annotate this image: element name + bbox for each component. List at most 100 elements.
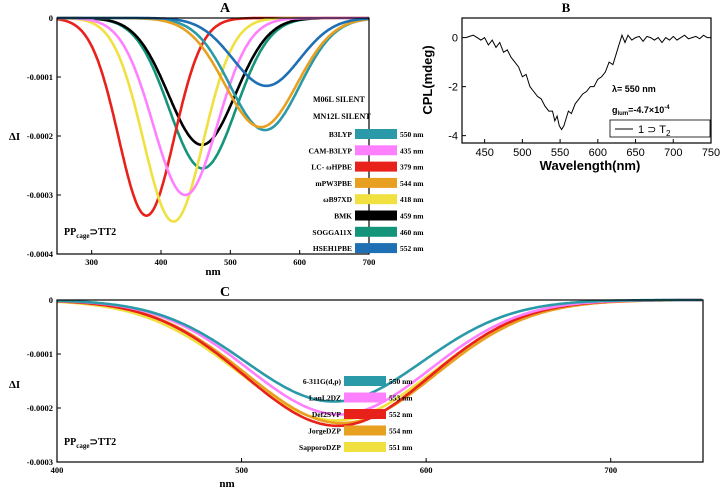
legend-name: CAM-B3LYP [309, 146, 353, 155]
glum-main: g [612, 105, 618, 115]
panel-a: A 300 400 500 600 700 0 -0.0001 -0.0002 -0.0003 -… [9, 1, 424, 278]
legend-name: JorgeDZP [308, 427, 341, 436]
legend-swatch [344, 442, 386, 452]
legend-swatch [355, 243, 397, 254]
legend-swatch [344, 392, 386, 403]
legend-peak-label: 552 nm [400, 244, 424, 253]
legend-peak-label: 552 nm [389, 410, 413, 419]
panel-b-curves [465, 33, 711, 131]
panel-c-ylabel: ΔI [9, 379, 20, 391]
panel-a-title: A [220, 1, 231, 16]
legend-peak-label: 460 nm [400, 228, 424, 237]
a-ytick-label: -0.0001 [27, 72, 53, 82]
legend-name: BMK [334, 212, 352, 221]
legend-name: HSEH1PBE [313, 244, 352, 253]
a-ytick-label: -0.0004 [27, 249, 54, 259]
a-ytick-label: -0.0002 [27, 131, 53, 141]
panel-b-xlabel: Wavelength(nm) [540, 158, 641, 173]
panel-b-ylabel: CPL(mdeg) [420, 45, 435, 114]
legend-peak-label: 554 nm [389, 427, 413, 436]
a-xtick-label: 700 [363, 257, 376, 267]
a-xtick-label: 500 [224, 257, 237, 267]
c-ytick-label: 0 [49, 295, 53, 305]
b-xtick-label: 450 [475, 147, 493, 159]
silent-note-mn12l: MN12L SILENT [313, 112, 371, 121]
b-xtick-label: 500 [513, 147, 531, 159]
c-xtick-label: 600 [420, 465, 433, 475]
panel-c-legend: 6-311G(d,p) 550 nm LanL2DZ 553 nm Def2SVP 552… [299, 376, 413, 452]
legend-name: B3LYP [329, 130, 352, 139]
legend-peak-label: 553 nm [389, 394, 413, 403]
a-ytick-label: -0.0003 [27, 190, 53, 200]
legend-name: SapporoDZP [299, 443, 341, 452]
glum-exp: -4 [664, 105, 670, 111]
panel-a-annotation-main: PP [64, 227, 76, 238]
legend-peak-label: 544 nm [400, 179, 424, 188]
legend-swatch [344, 425, 386, 436]
panel-a-xlabel: nm [205, 266, 220, 278]
panel-b-frame [461, 17, 712, 144]
b-ytick-label: -2 [448, 81, 458, 93]
panel-b: B 450 500 550 600 650 700 750 0 -2 -4 CPL(mdeg) W… [420, 0, 720, 173]
panel-a-ylabel: ΔI [9, 131, 20, 143]
glum-value: =-4.7×10 [628, 105, 664, 115]
panel-c-xlabel: nm [219, 478, 234, 490]
panel-b-legend: 1 ⊃ T2 [609, 119, 711, 138]
panel-b-title: B [562, 0, 571, 15]
panel-a-axes: 300 400 500 600 700 0 -0.0001 -0.0002 -0.0003 -0.… [27, 13, 376, 267]
panel-a-annotation-rest: ⊃TT2 [89, 227, 116, 238]
silent-note-m06l: M06L SILENT [313, 95, 365, 104]
legend-peak-label: 418 nm [400, 195, 424, 204]
a-ytick-label: 0 [49, 13, 53, 23]
panel-c-annotation-rest: ⊃TT2 [89, 437, 116, 448]
legend-swatch [355, 161, 397, 172]
panel-c-annotation: PPcage⊃TT2 [64, 437, 116, 450]
c-ytick-label: -0.0003 [27, 457, 53, 467]
a-xtick-label: 600 [293, 257, 306, 267]
legend-name: ωB97XD [323, 195, 352, 204]
b-xtick-label: 750 [702, 147, 720, 159]
c-ytick-label: -0.0002 [27, 403, 53, 413]
legend-peak-label: 551 nm [389, 443, 413, 452]
glum-sub: lum [618, 111, 629, 117]
panel-c-annotation-main: PP [64, 437, 76, 448]
panel-b-legend-text: 1 ⊃ T [638, 124, 666, 136]
panel-a-annotation-sub: cage [76, 232, 89, 240]
legend-swatch [344, 409, 386, 419]
b-ytick-label: 0 [452, 32, 458, 44]
legend-swatch [355, 226, 397, 237]
panel-b-legend-label: 1 ⊃ T2 [638, 124, 671, 138]
panel-c-curves [56, 298, 703, 428]
legend-name: SOGGA11X [312, 228, 352, 237]
legend-name: LC- ωHPBE [311, 163, 352, 172]
panel-a-legend: B3LYP 550 nm CAM-B3LYP 435 nm LC- ωHPBE 379 n… [309, 129, 424, 254]
legend-peak-label: 379 nm [400, 163, 424, 172]
c-xtick-label: 400 [51, 465, 64, 475]
legend-name: 6-311G(d,p) [303, 377, 342, 386]
legend-peak-label: 550 nm [400, 130, 424, 139]
legend-swatch [355, 194, 397, 205]
legend-name: LanL2DZ [309, 394, 341, 403]
b-xtick-label: 650 [626, 147, 644, 159]
cpl-curve [465, 33, 711, 131]
legend-name: Def2SVP [312, 410, 342, 419]
b-xtick-label: 700 [664, 147, 682, 159]
b-ytick-label: -4 [448, 130, 458, 142]
b-xtick-label: 550 [551, 147, 569, 159]
legend-swatch [355, 177, 397, 188]
b-xtick-label: 600 [589, 147, 607, 159]
panel-b-axes: 450 500 550 600 650 700 750 0 -2 -4 [448, 32, 720, 159]
a-xtick-label: 300 [85, 257, 98, 267]
panel-b-glum-annotation: glum=-4.7×10-4 [612, 105, 670, 117]
curve-6-311g-d-p- [57, 298, 703, 403]
panel-c-frame [56, 299, 704, 463]
legend-swatch [355, 145, 397, 156]
c-xtick-label: 500 [235, 465, 248, 475]
panel-c-axes: 400 500 600 700 0 -0.0001 -0.0002 -0.0003 [27, 295, 617, 475]
legend-peak-label: 459 nm [400, 212, 424, 221]
c-ytick-label: -0.0001 [27, 349, 53, 359]
legend-name: mPW3PBE [315, 179, 352, 188]
panel-b-legend-sub: 2 [666, 129, 671, 138]
panel-c-title: C [220, 285, 230, 300]
